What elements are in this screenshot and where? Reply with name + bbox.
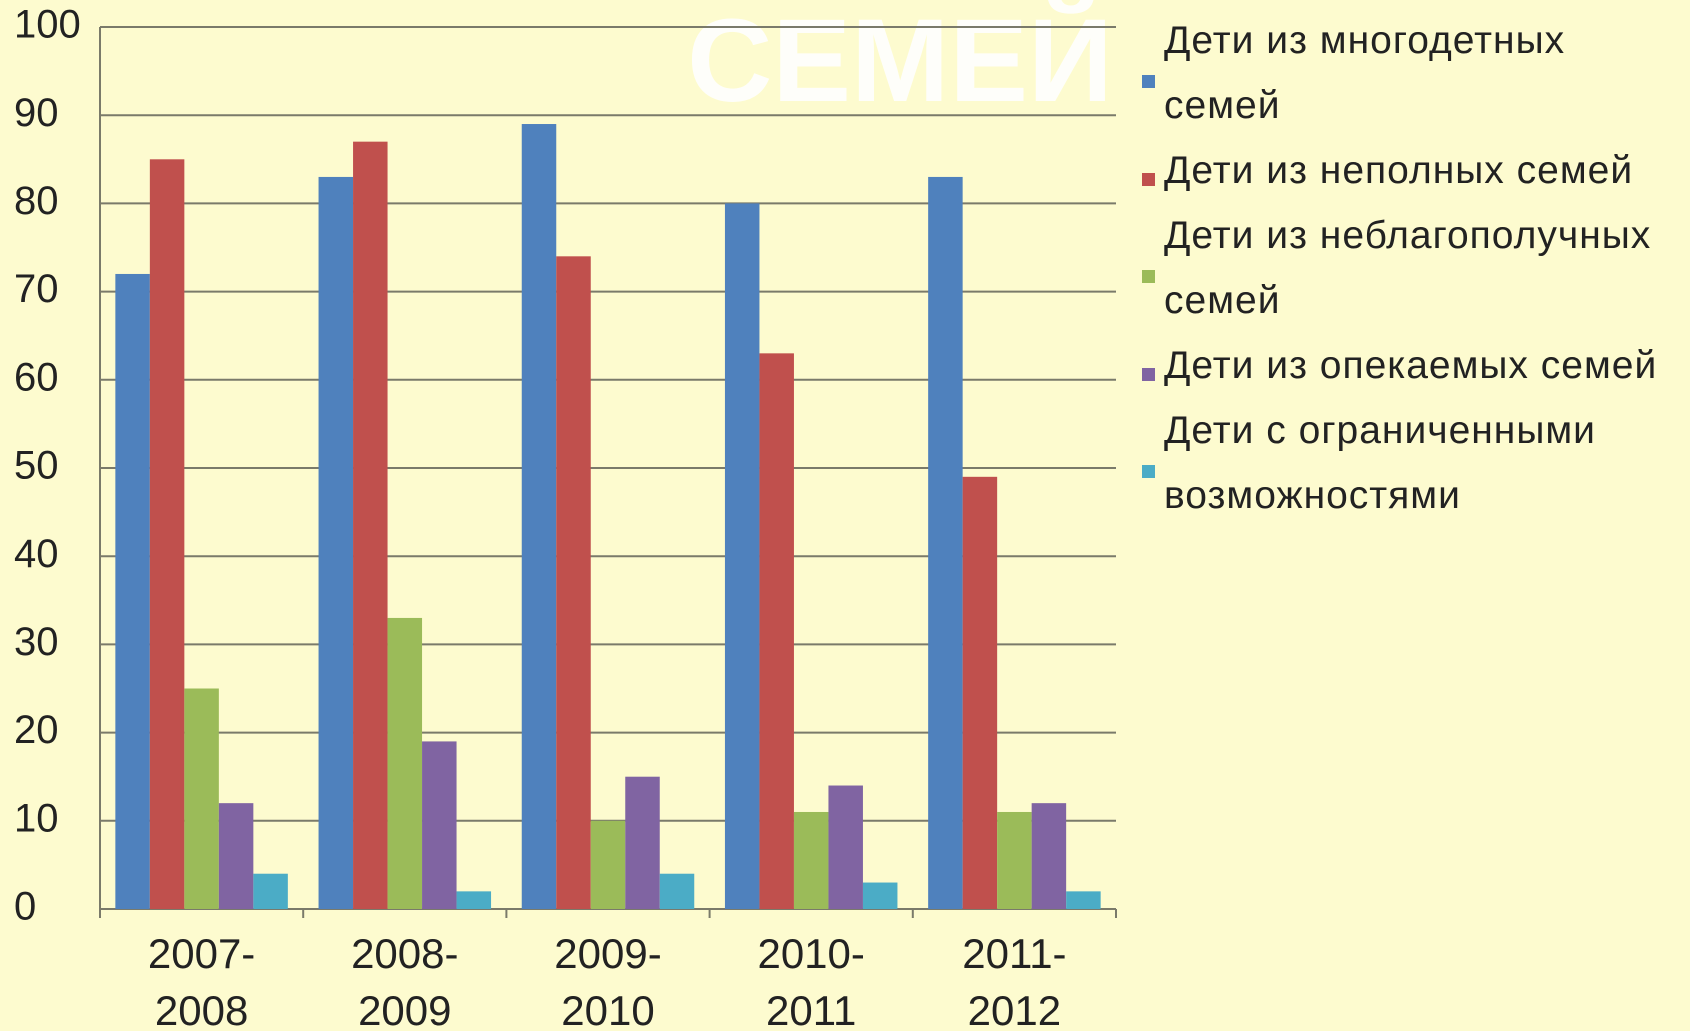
bar	[659, 873, 695, 909]
bar	[928, 176, 963, 909]
bar	[253, 873, 288, 909]
bar	[1031, 803, 1067, 909]
bar	[862, 882, 898, 909]
bar	[724, 203, 760, 909]
x-tick-label: 2011-2012	[962, 930, 1067, 1031]
bar	[997, 811, 1032, 909]
bar	[184, 688, 219, 909]
y-tick-label: 10	[14, 796, 59, 840]
legend-entry: Дети из неблагополучных семей	[1142, 203, 1688, 333]
bar	[387, 617, 423, 909]
y-tick-label: 30	[14, 620, 59, 664]
legend-entry: Дети из опекаемых семей	[1142, 333, 1688, 398]
bar	[556, 256, 591, 909]
chart-title: СЕМЕЙ	[687, 0, 1113, 127]
bar	[625, 776, 660, 909]
bar	[149, 159, 185, 910]
legend-marker	[1142, 172, 1155, 186]
bar	[521, 124, 557, 909]
legend-marker	[1142, 270, 1155, 283]
legend-entry: Дети из многодетных семей	[1142, 8, 1688, 138]
bar	[793, 811, 829, 909]
y-tick-label: 0	[14, 885, 36, 929]
bar	[422, 741, 457, 909]
bar	[828, 785, 863, 909]
x-tick-label: 2010-2011	[757, 930, 865, 1031]
legend-marker	[1142, 465, 1155, 478]
legend-marker	[1142, 75, 1155, 88]
bar	[318, 176, 354, 909]
y-tick-label: 100	[14, 3, 81, 47]
legend-entry: Дети из неполных семей	[1142, 138, 1688, 203]
y-tick-label: 20	[14, 708, 59, 752]
bar	[1066, 891, 1101, 909]
y-tick-label: 90	[14, 91, 59, 135]
y-tick-label: 60	[14, 355, 59, 399]
y-tick-label: 40	[14, 532, 59, 576]
x-tick-label: 2007-2008	[147, 930, 256, 1031]
x-tick-label: 2008-2009	[351, 930, 459, 1031]
y-tick-label: 50	[14, 444, 59, 488]
bar	[456, 891, 492, 909]
y-tick-label: 70	[14, 267, 59, 311]
legend-entry: Дети с ограниченными возможностями	[1142, 398, 1688, 528]
y-tick-label: 80	[14, 179, 59, 223]
bar	[759, 353, 794, 910]
bar	[115, 273, 150, 910]
legend: Дети из многодетных семей Дети из неполны…	[1142, 8, 1688, 528]
bar	[353, 141, 388, 909]
bar	[218, 803, 254, 909]
bar	[590, 820, 626, 909]
x-tick-label: 2009-2010	[554, 930, 662, 1031]
bar	[962, 476, 998, 909]
legend-marker	[1142, 367, 1155, 381]
